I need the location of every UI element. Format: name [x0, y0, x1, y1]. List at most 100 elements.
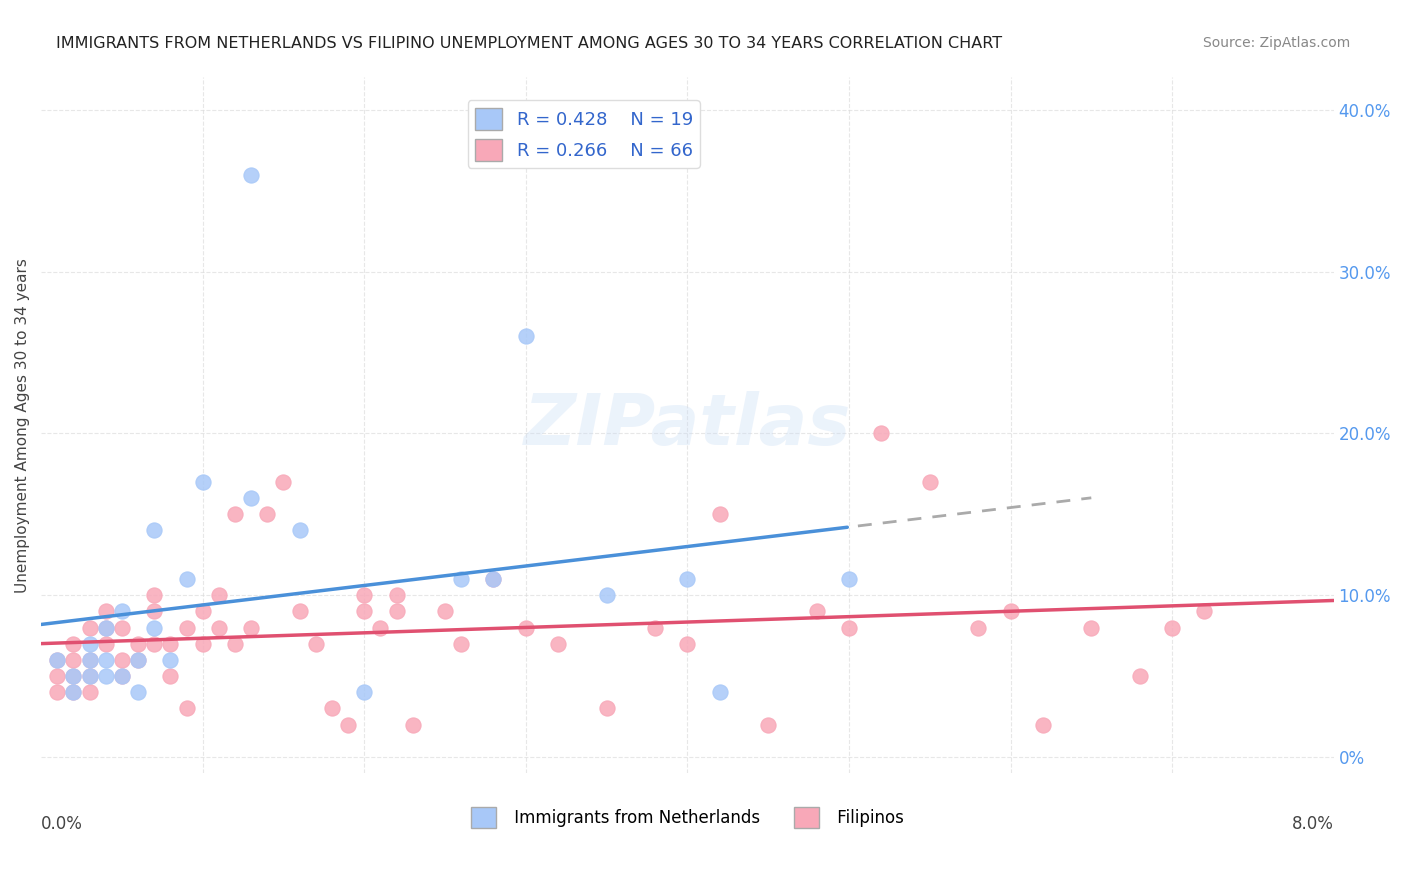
- Point: [62, 637, 84, 651]
- Point: [79, 669, 101, 683]
- Point: [46, 653, 69, 667]
- Point: [240, 168, 263, 182]
- Text: 8.0%: 8.0%: [1292, 815, 1334, 833]
- Point: [676, 572, 699, 586]
- Point: [62, 653, 84, 667]
- Point: [62, 685, 84, 699]
- Point: [1161, 621, 1184, 635]
- Point: [191, 475, 214, 489]
- Point: [143, 621, 166, 635]
- Point: [482, 572, 505, 586]
- Point: [159, 637, 181, 651]
- Point: [143, 637, 166, 651]
- Point: [62, 669, 84, 683]
- Point: [450, 637, 472, 651]
- Point: [515, 621, 537, 635]
- Legend: R = 0.428    N = 19, R = 0.266    N = 66: R = 0.428 N = 19, R = 0.266 N = 66: [468, 101, 700, 168]
- Point: [756, 717, 779, 731]
- Point: [402, 717, 425, 731]
- Point: [94, 637, 117, 651]
- Point: [709, 685, 731, 699]
- Point: [111, 604, 134, 618]
- Point: [208, 621, 231, 635]
- Point: [79, 621, 101, 635]
- Point: [143, 604, 166, 618]
- Point: [224, 508, 246, 522]
- Point: [370, 621, 392, 635]
- Point: [79, 637, 101, 651]
- Point: [450, 572, 472, 586]
- Point: [208, 588, 231, 602]
- Point: [191, 637, 214, 651]
- Point: [1032, 717, 1054, 731]
- Point: [838, 572, 860, 586]
- Point: [1129, 669, 1152, 683]
- Point: [482, 572, 505, 586]
- Point: [288, 524, 311, 538]
- Point: [94, 621, 117, 635]
- Point: [94, 604, 117, 618]
- Point: [62, 669, 84, 683]
- Point: [870, 426, 893, 441]
- Point: [127, 653, 149, 667]
- Y-axis label: Unemployment Among Ages 30 to 34 years: Unemployment Among Ages 30 to 34 years: [15, 258, 30, 593]
- Point: [143, 524, 166, 538]
- Point: [337, 717, 360, 731]
- Point: [191, 604, 214, 618]
- Point: [385, 604, 408, 618]
- Point: [159, 653, 181, 667]
- Point: [79, 669, 101, 683]
- Point: [240, 491, 263, 505]
- Point: [46, 653, 69, 667]
- Point: [46, 669, 69, 683]
- Point: [1000, 604, 1022, 618]
- Point: [111, 669, 134, 683]
- Point: [1194, 604, 1216, 618]
- Point: [159, 669, 181, 683]
- Point: [143, 588, 166, 602]
- Point: [1080, 621, 1102, 635]
- Text: IMMIGRANTS FROM NETHERLANDS VS FILIPINO UNEMPLOYMENT AMONG AGES 30 TO 34 YEARS C: IMMIGRANTS FROM NETHERLANDS VS FILIPINO …: [56, 36, 1002, 51]
- Point: [127, 637, 149, 651]
- Point: [224, 637, 246, 651]
- Point: [176, 701, 198, 715]
- Point: [176, 621, 198, 635]
- Point: [353, 588, 375, 602]
- Point: [111, 653, 134, 667]
- Point: [256, 508, 278, 522]
- Point: [547, 637, 569, 651]
- Point: [515, 329, 537, 343]
- Point: [94, 653, 117, 667]
- Point: [273, 475, 295, 489]
- Point: [967, 621, 990, 635]
- Point: [321, 701, 343, 715]
- Point: [79, 685, 101, 699]
- Point: [127, 685, 149, 699]
- Text: 0.0%: 0.0%: [41, 815, 83, 833]
- Point: [806, 604, 828, 618]
- Point: [46, 685, 69, 699]
- Text: Source: ZipAtlas.com: Source: ZipAtlas.com: [1202, 36, 1350, 50]
- Point: [62, 685, 84, 699]
- Point: [709, 508, 731, 522]
- Point: [288, 604, 311, 618]
- Point: [127, 653, 149, 667]
- Point: [79, 653, 101, 667]
- Point: [305, 637, 328, 651]
- Point: [595, 701, 617, 715]
- Point: [918, 475, 941, 489]
- Point: [94, 621, 117, 635]
- Point: [676, 637, 699, 651]
- Point: [240, 621, 263, 635]
- Point: [79, 653, 101, 667]
- Text: ZIPatlas: ZIPatlas: [523, 391, 851, 459]
- Point: [94, 669, 117, 683]
- Point: [353, 604, 375, 618]
- Point: [838, 621, 860, 635]
- Point: [353, 685, 375, 699]
- Point: [385, 588, 408, 602]
- Point: [111, 669, 134, 683]
- Point: [434, 604, 457, 618]
- Point: [111, 621, 134, 635]
- Point: [176, 572, 198, 586]
